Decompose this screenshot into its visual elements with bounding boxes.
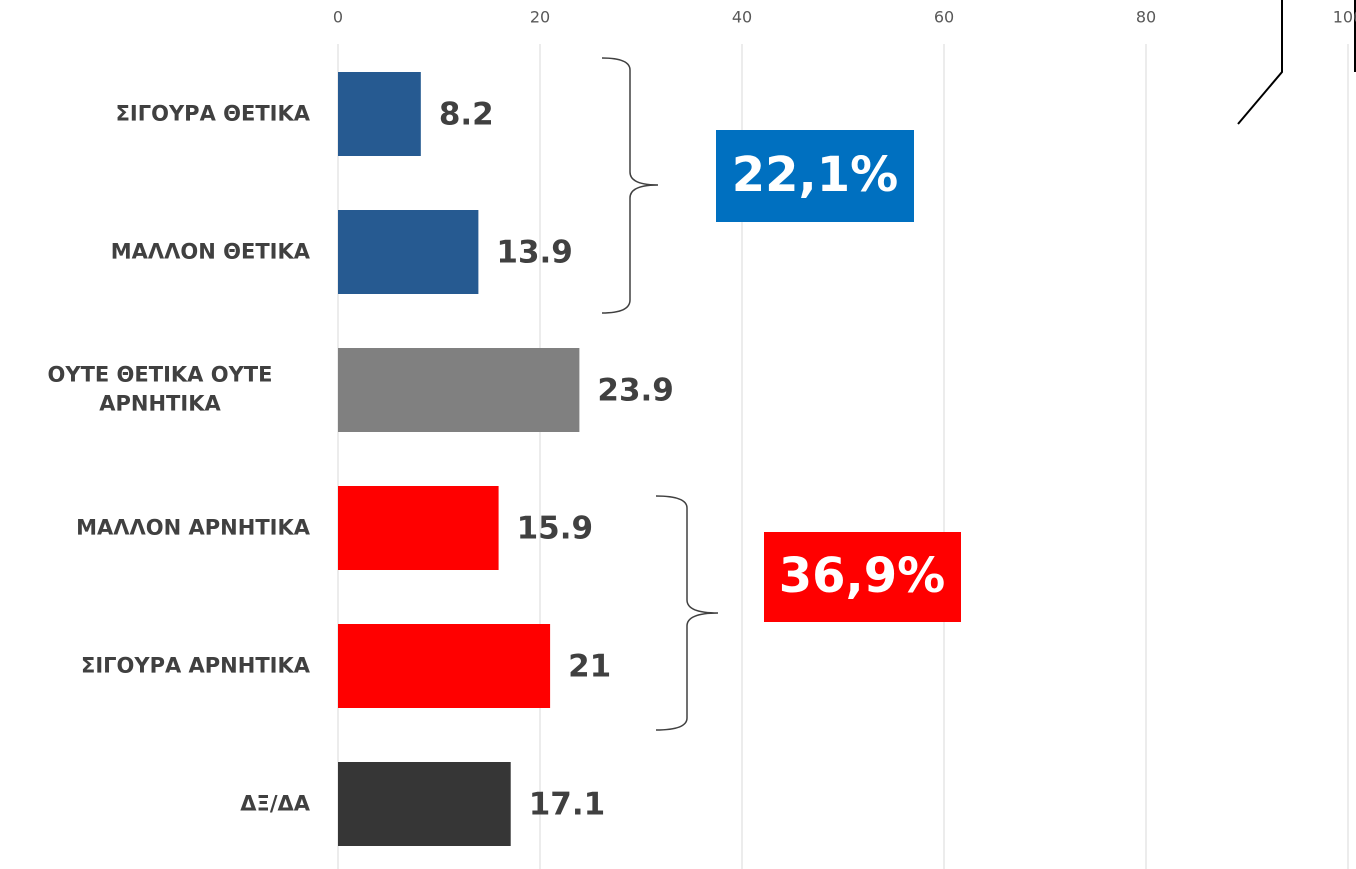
category-label: ΜΑΛΛΟΝ ΑΡΝΗΤΙΚΑ: [0, 513, 310, 542]
category-text: ΜΑΛΛΟΝ ΑΡΝΗΤΙΚΑ: [76, 515, 310, 540]
bar: [338, 486, 499, 570]
x-tick-label: 20: [530, 8, 550, 27]
bar: [338, 624, 551, 708]
x-tick-label: 80: [1136, 8, 1156, 27]
brace-positive: [601, 57, 659, 314]
value-label: 17.1: [529, 787, 606, 823]
category-label: ΔΞ/ΔΑ: [0, 789, 310, 818]
category-text: ΔΞ/ΔΑ: [240, 791, 310, 816]
braces: [601, 57, 719, 731]
bar: [338, 72, 421, 156]
bar: [338, 348, 580, 432]
category-text: ΣΙΓΟΥΡΑ ΑΡΝΗΤΙΚΑ: [80, 653, 310, 678]
annotation: 22,1%: [732, 147, 899, 203]
value-label: 8.2: [439, 97, 494, 133]
category-text: ΟΥΤΕ ΘΕΤΙΚΑ ΟΥΤΕ ΑΡΝΗΤΙΚΑ: [47, 362, 273, 416]
category-label: ΜΑΛΛΟΝ ΘΕΤΙΚΑ: [0, 237, 310, 266]
category-label: ΣΙΓΟΥΡΑ ΑΡΝΗΤΙΚΑ: [0, 651, 310, 680]
bar: [338, 762, 511, 846]
category-text: ΣΙΓΟΥΡΑ ΘΕΤΙΚΑ: [115, 101, 310, 126]
corner-decoration: [1237, 0, 1356, 125]
value-label: 21: [568, 649, 611, 685]
x-tick-label: 40: [732, 8, 752, 27]
x-tick-label: 0: [333, 8, 343, 27]
annotation: 36,9%: [779, 548, 946, 604]
value-label: 23.9: [597, 373, 674, 409]
category-label: ΟΥΤΕ ΘΕΤΙΚΑ ΟΥΤΕ ΑΡΝΗΤΙΚΑ: [0, 361, 310, 420]
decoration-line: [1237, 0, 1283, 125]
category-text: ΜΑΛΛΟΝ ΘΕΤΙΚΑ: [110, 239, 310, 264]
value-label: 13.9: [496, 235, 573, 271]
annotation-box: [716, 130, 914, 222]
x-tick-label: 60: [934, 8, 954, 27]
brace-negative: [655, 495, 719, 731]
annotation-box: [764, 532, 961, 622]
value-label: 15.9: [517, 511, 594, 547]
bar: [338, 210, 479, 294]
x-tick-label: 100: [1333, 8, 1356, 27]
category-label: ΣΙΓΟΥΡΑ ΘΕΤΙΚΑ: [0, 99, 310, 128]
